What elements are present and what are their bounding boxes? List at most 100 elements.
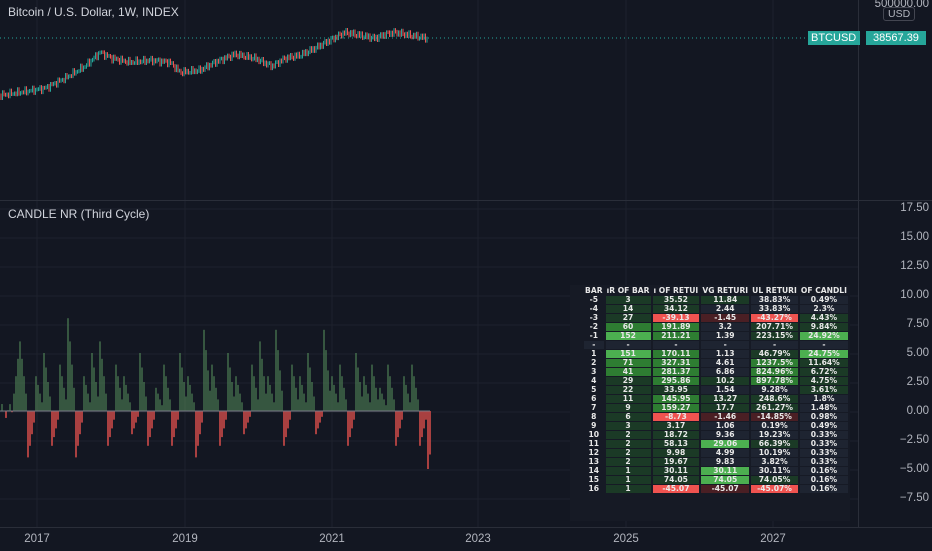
table-cell: 29.06 — [701, 440, 750, 448]
table-row: -4 14 34.12 2.44 33.83% 2.3% — [584, 305, 848, 313]
table-header-cell: OF CANDLI — [800, 287, 847, 295]
table-row: 7 9 159.27 17.7 261.27% 1.48% — [584, 404, 848, 412]
price-scale[interactable]: 500000.00 — [858, 0, 932, 200]
table-cell: 29 — [605, 377, 651, 385]
table-cell: 145.95 — [652, 395, 700, 403]
table-cell: 4.99 — [701, 449, 750, 457]
table-cell: 14 — [605, 305, 651, 313]
table-cell: 24.92% — [799, 332, 848, 340]
table-cell: 6 — [605, 413, 651, 421]
table-cell: 0.33% — [799, 440, 848, 448]
table-cell: -43.27% — [751, 314, 798, 322]
table-cell: 74.05 — [652, 476, 700, 484]
table-cell: -5 — [589, 296, 599, 304]
indicator-scale-label: 12.50 — [900, 260, 929, 272]
table-cell: -4 — [589, 305, 599, 313]
table-cell: 1.06 — [701, 422, 750, 430]
table-cell: 30.11 — [701, 467, 750, 475]
table-cell: 11.64% — [799, 359, 848, 367]
table-cell: 19.67 — [652, 458, 700, 466]
price-chart-pane[interactable] — [0, 0, 858, 200]
table-cell: 3.82% — [751, 458, 798, 466]
indicator-scale-label: 15.00 — [900, 231, 929, 243]
table-cell: -3 — [589, 314, 599, 322]
table-cell: 22 — [605, 386, 651, 394]
table-row: 2 71 327.31 4.61 1237.5% 11.64% — [584, 359, 848, 367]
indicator-scale-label: 2.50 — [906, 376, 929, 388]
table-cell: -2 — [589, 323, 599, 331]
table-cell: 0.98% — [799, 413, 848, 421]
table-cell: -45.07% — [751, 485, 798, 493]
table-row: 14 1 30.11 30.11 30.11% 0.16% — [584, 467, 848, 475]
table-cell: 897.78% — [751, 377, 798, 385]
table-cell: 1.13 — [701, 350, 750, 358]
table-cell: 74.05 — [701, 476, 750, 484]
indicator-title[interactable]: CANDLE NR (Third Cycle) — [8, 207, 150, 221]
table-cell: 3.2 — [701, 323, 750, 331]
table-cell: -45.07 — [701, 485, 750, 493]
table-cell: 3.61% — [799, 386, 848, 394]
price-scale-top-label: 500000.00 — [874, 0, 929, 10]
table-header-cell: BAR — [585, 287, 603, 295]
table-cell: 824.96% — [751, 368, 798, 376]
table-cell: 1.54 — [701, 386, 750, 394]
currency-button[interactable]: USD — [883, 7, 916, 21]
table-cell: 2 — [605, 431, 651, 439]
table-cell: 58.13 — [652, 440, 700, 448]
table-cell: 152 — [605, 332, 651, 340]
table-cell: 2 — [591, 359, 597, 367]
table-header-cell: VG RETURI — [702, 287, 749, 295]
table-cell: - — [799, 341, 848, 349]
table-cell: 1.48% — [799, 404, 848, 412]
table-cell: 7 — [591, 404, 597, 412]
table-cell: - — [584, 341, 604, 349]
table-cell: - — [701, 341, 750, 349]
table-cell: 35.52 — [652, 296, 700, 304]
symbol-title[interactable]: Bitcoin / U.S. Dollar, 1W, INDEX — [8, 5, 179, 19]
table-cell: 1.39 — [701, 332, 750, 340]
table-row: ------ — [584, 341, 848, 349]
table-cell: 38.83% — [751, 296, 798, 304]
table-cell: 1237.5% — [751, 359, 798, 367]
table-cell: 6 — [591, 395, 597, 403]
table-cell: 9.98 — [652, 449, 700, 457]
table-cell: 295.86 — [652, 377, 700, 385]
table-row: -1 152 211.21 1.39 223.15% 24.92% — [584, 332, 848, 340]
table-cell: -1 — [589, 332, 599, 340]
indicator-scale[interactable]: 17.50 15.00 12.50 10.00 7.50 5.00 2.50 0.00 −2.5… — [858, 201, 932, 527]
pane-separator[interactable] — [0, 200, 932, 201]
table-cell: 223.15% — [751, 332, 798, 340]
table-cell: 11 — [605, 395, 651, 403]
table-cell: 9.28% — [751, 386, 798, 394]
table-cell: 5 — [591, 386, 597, 394]
table-cell: -1.46 — [701, 413, 750, 421]
indicator-scale-label: 0.00 — [906, 405, 929, 417]
table-cell: 1 — [591, 350, 597, 358]
table-row: -5 3 35.52 11.84 38.83% 0.49% — [584, 296, 848, 304]
time-label-2027: 2027 — [760, 533, 786, 545]
table-cell: 33.83% — [751, 305, 798, 313]
table-cell: 3.17 — [652, 422, 700, 430]
table-cell: 9.84% — [799, 323, 848, 331]
table-cell: 2.3% — [799, 305, 848, 313]
time-label-2017: 2017 — [24, 533, 50, 545]
table-cell: 3 — [605, 296, 651, 304]
time-axis[interactable]: 2017 2019 2021 2023 2025 2027 — [0, 527, 932, 551]
table-row: -2 60 191.89 3.2 207.71% 9.84% — [584, 323, 848, 331]
table-cell: 15 — [588, 476, 600, 484]
table-cell: 6.86 — [701, 368, 750, 376]
table-cell: - — [605, 341, 651, 349]
table-cell: 41 — [605, 368, 651, 376]
table-cell: 0.33% — [799, 449, 848, 457]
table-cell: 46.79% — [751, 350, 798, 358]
table-header-cell: ıR OF BAR — [606, 287, 650, 295]
table-cell: 9 — [605, 404, 651, 412]
table-cell: 33.95 — [652, 386, 700, 394]
table-row: 4 29 295.86 10.2 897.78% 4.75% — [584, 377, 848, 385]
table-cell: 281.37 — [652, 368, 700, 376]
table-cell: 1 — [605, 467, 651, 475]
table-cell: 0.49% — [799, 422, 848, 430]
table-row: 9 3 3.17 1.06 0.19% 0.49% — [584, 422, 848, 430]
table-cell: 1.8% — [799, 395, 848, 403]
table-cell: 3 — [605, 422, 651, 430]
